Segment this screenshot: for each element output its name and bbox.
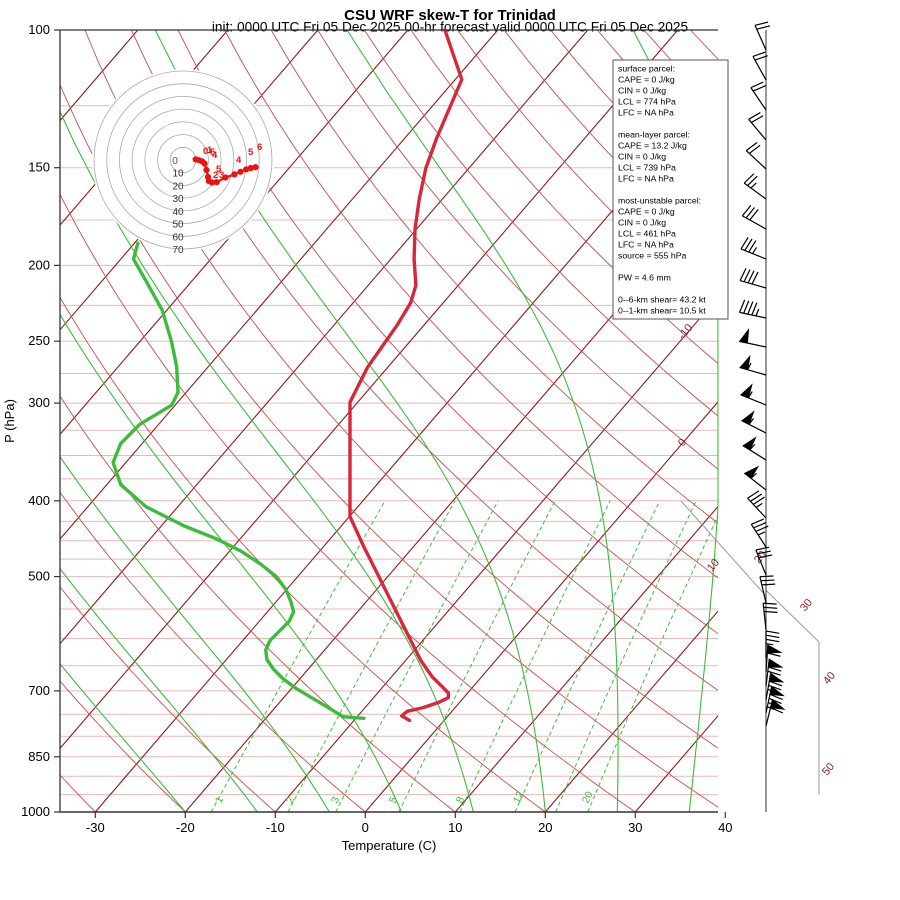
svg-text:CAPE = 0 J/kg: CAPE = 0 J/kg [618,207,675,217]
svg-text:10: 10 [172,169,184,180]
svg-text:500: 500 [28,569,50,584]
svg-text:-10: -10 [266,820,285,835]
svg-text:Temperature (C): Temperature (C) [342,838,437,853]
svg-text:CIN = 0 J/kg: CIN = 0 J/kg [618,218,666,228]
svg-text:most-unstable parcel:: most-unstable parcel: [618,196,701,206]
svg-text:20: 20 [172,181,184,192]
svg-text:30: 30 [628,820,642,835]
svg-text:CAPE = 0 J/kg: CAPE = 0 J/kg [618,75,675,85]
svg-text:0--6-km shear= 43.2 kt: 0--6-km shear= 43.2 kt [618,295,706,305]
svg-text:40: 40 [718,820,732,835]
svg-text:LCL = 774 hPa: LCL = 774 hPa [618,97,676,107]
svg-text:LCL = 739 hPa: LCL = 739 hPa [618,163,676,173]
svg-text:60: 60 [172,232,184,243]
svg-text:6: 6 [257,142,262,153]
svg-text:300: 300 [28,395,50,410]
svg-text:0--1-km shear= 10.5 kt: 0--1-km shear= 10.5 kt [618,306,706,316]
svg-text:LFC = NA hPa: LFC = NA hPa [618,108,674,118]
svg-text:700: 700 [28,683,50,698]
svg-text:P (hPa): P (hPa) [2,399,17,443]
svg-text:2: 2 [213,170,218,181]
svg-text:20: 20 [538,820,552,835]
svg-text:source = 555 hPa: source = 555 hPa [618,251,687,261]
svg-text:40: 40 [172,207,184,218]
svg-text:PW = 4.6 mm: PW = 4.6 mm [618,273,671,283]
svg-text:1000: 1000 [21,804,50,819]
svg-text:4: 4 [236,155,242,166]
svg-text:CIN = 0 J/kg: CIN = 0 J/kg [618,152,666,162]
svg-text:CIN = 0 J/kg: CIN = 0 J/kg [618,86,666,96]
svg-text:3: 3 [219,170,224,181]
svg-text:mean-layer parcel:: mean-layer parcel: [618,130,690,140]
svg-text:CAPE = 13.2 J/kg: CAPE = 13.2 J/kg [618,141,687,151]
svg-text:400: 400 [28,493,50,508]
svg-text:5: 5 [248,147,254,158]
svg-text:LFC = NA hPa: LFC = NA hPa [618,174,674,184]
svg-text:0: 0 [362,820,369,835]
svg-text:-20: -20 [176,820,195,835]
svg-text:LFC = NA hPa: LFC = NA hPa [618,240,674,250]
svg-text:-30: -30 [86,820,105,835]
svg-text:150: 150 [28,160,50,175]
svg-text:100: 100 [28,22,50,37]
svg-text:70: 70 [172,245,184,256]
svg-text:10: 10 [448,820,462,835]
svg-text:30: 30 [172,194,184,205]
svg-text:50: 50 [172,220,184,231]
svg-text:200: 200 [28,257,50,272]
svg-text:LCL = 461 hPa: LCL = 461 hPa [618,229,676,239]
svg-text:surface parcel:: surface parcel: [618,64,675,74]
svg-text:0: 0 [172,156,178,167]
svg-text:init: 0000 UTC Fri 05 Dec 2025: init: 0000 UTC Fri 05 Dec 2025 00-hr for… [212,20,689,35]
svg-text:250: 250 [28,333,50,348]
svg-text:850: 850 [28,749,50,764]
svg-text:4: 4 [212,150,218,161]
